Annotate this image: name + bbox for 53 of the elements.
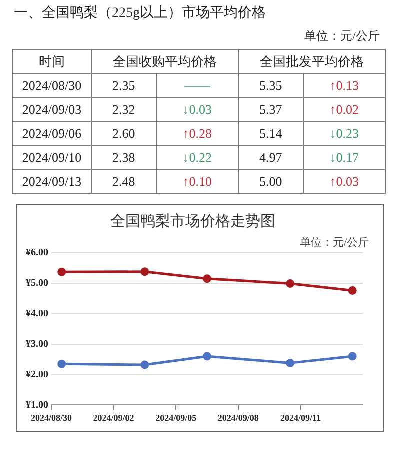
y-tick-label: ¥4.00 bbox=[26, 308, 48, 320]
text: 全国收购平均价格 bbox=[92, 50, 238, 74]
text: ↓0.17 bbox=[303, 146, 386, 170]
text: 全国批发平均价格 bbox=[238, 50, 386, 74]
text: 2.35 bbox=[92, 74, 156, 98]
text: 2.32 bbox=[92, 98, 156, 122]
text: 2024/09/06 bbox=[12, 122, 92, 146]
point bbox=[286, 358, 295, 368]
text: ↑0.28 bbox=[156, 122, 238, 146]
point bbox=[286, 279, 295, 288]
text: ↑0.10 bbox=[156, 170, 238, 194]
text: 2.60 bbox=[92, 122, 156, 146]
text: ↑0.02 bbox=[303, 98, 386, 122]
point bbox=[140, 268, 150, 276]
text: 2024/08/30 bbox=[12, 74, 92, 98]
point bbox=[348, 286, 357, 295]
x-tick-label: 2024/08/30 bbox=[30, 412, 72, 423]
text: ↓0.22 bbox=[156, 146, 238, 170]
text: 2024/09/03 bbox=[12, 98, 92, 122]
text: 2.48 bbox=[92, 170, 156, 194]
text: ↓0.23 bbox=[303, 122, 386, 146]
y-tick-label: ¥3.00 bbox=[26, 338, 48, 350]
text: 单位：元/公斤 bbox=[304, 28, 381, 45]
point bbox=[58, 268, 66, 276]
y-tick-label: ¥5.00 bbox=[26, 278, 48, 290]
text: ↑0.13 bbox=[303, 74, 386, 98]
x-tick-label: 2024/09/08 bbox=[218, 412, 260, 423]
text: 2.38 bbox=[92, 146, 156, 170]
x-tick-label: 2024/09/11 bbox=[280, 412, 322, 423]
text: 2024/09/13 bbox=[12, 170, 92, 194]
chart-title: 全国鸭梨市场价格走势图 bbox=[110, 212, 276, 230]
text: 4.97 bbox=[238, 146, 304, 170]
y-tick-label: ¥2.00 bbox=[26, 369, 48, 380]
text: 5.00 bbox=[238, 170, 304, 194]
text: 5.37 bbox=[238, 98, 304, 122]
point bbox=[140, 360, 150, 370]
point bbox=[348, 352, 357, 361]
y-tick-label: ¥6.00 bbox=[26, 248, 48, 259]
text: 时间 bbox=[12, 50, 92, 74]
text: 一、全国鸭梨（225g以上）市场平均价格 bbox=[13, 4, 267, 22]
text: ↑0.03 bbox=[303, 170, 386, 194]
point bbox=[58, 360, 66, 368]
y-tick-label: ¥1.00 bbox=[26, 400, 48, 411]
text: 2024/09/10 bbox=[12, 146, 92, 170]
x-tick-label: 2024/09/05 bbox=[156, 412, 198, 423]
x-tick-label: 2024/09/02 bbox=[93, 412, 135, 423]
text: 5.14 bbox=[238, 122, 304, 146]
text: —— bbox=[156, 74, 238, 98]
text: ↓0.03 bbox=[156, 98, 238, 122]
text: 单位：元/公斤 bbox=[300, 236, 369, 250]
text: 5.35 bbox=[238, 74, 304, 98]
point bbox=[203, 274, 212, 284]
point bbox=[203, 352, 212, 361]
